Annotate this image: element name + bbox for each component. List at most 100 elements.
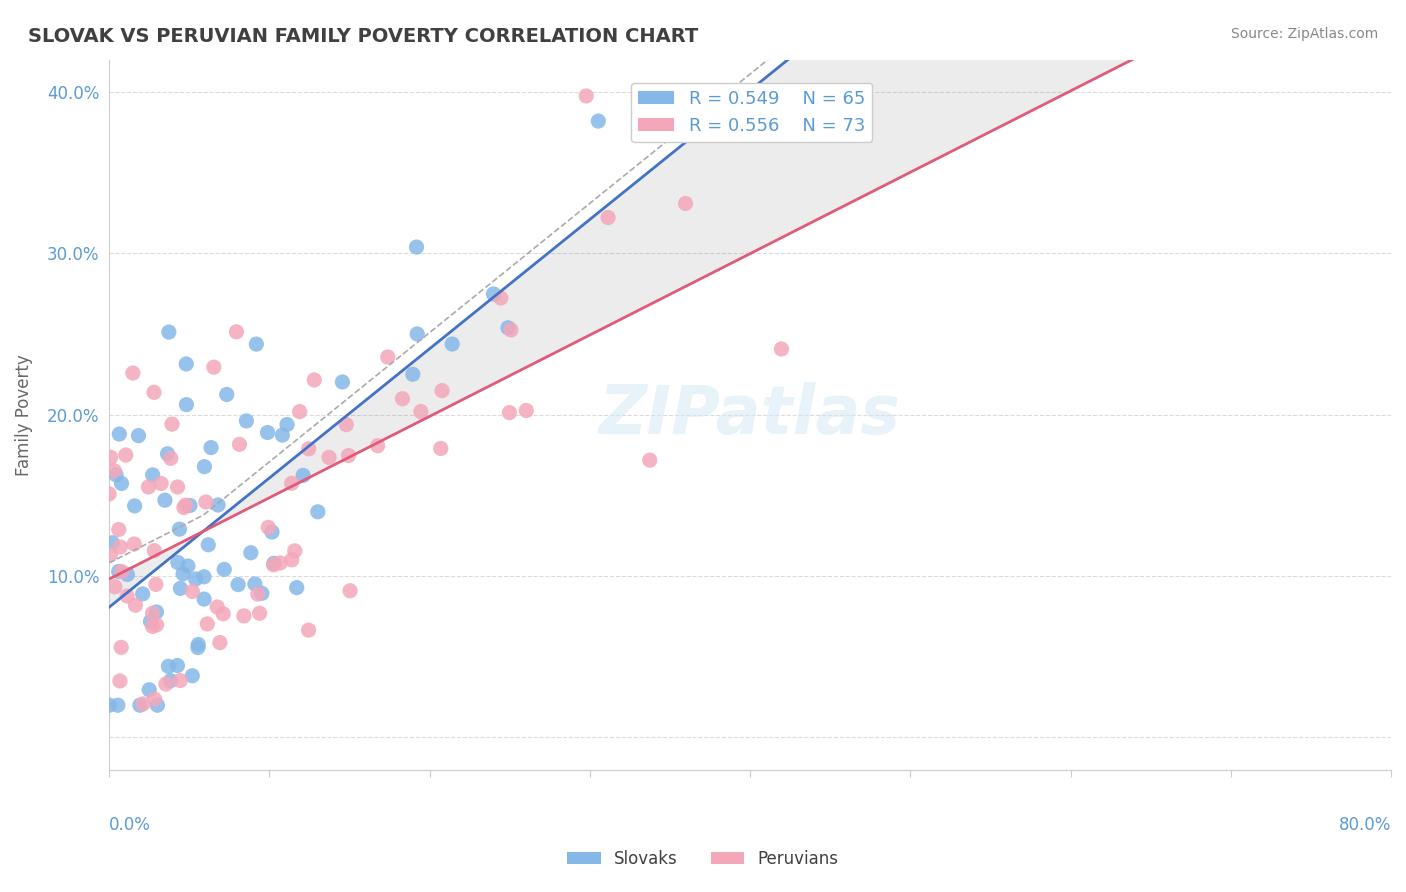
Point	[200, 441, 222, 455]
Point	[124, 598, 146, 612]
Point	[166, 480, 188, 494]
Point	[596, 211, 619, 225]
Text: 80.0%: 80.0%	[1339, 816, 1391, 834]
Point	[367, 439, 389, 453]
Point	[157, 659, 180, 673]
Point	[172, 566, 194, 581]
Point	[285, 581, 308, 595]
Point	[441, 337, 464, 351]
Point	[402, 368, 425, 382]
Point	[110, 476, 132, 491]
Point	[288, 404, 311, 418]
Point	[160, 417, 183, 431]
Point	[575, 89, 598, 103]
Point	[498, 406, 520, 420]
Point	[193, 592, 215, 607]
Point	[153, 493, 176, 508]
Point	[169, 582, 191, 596]
Point	[146, 698, 169, 713]
Point	[260, 524, 283, 539]
Legend: R = 0.549    N = 65, R = 0.556    N = 73: R = 0.549 N = 65, R = 0.556 N = 73	[631, 83, 872, 143]
Point	[482, 287, 505, 301]
Point	[195, 616, 218, 631]
Point	[496, 320, 519, 334]
Point	[108, 427, 131, 442]
Point	[143, 385, 166, 400]
Point	[166, 556, 188, 570]
Point	[132, 697, 155, 711]
Point	[179, 499, 201, 513]
Point	[226, 577, 249, 591]
Point	[111, 565, 134, 579]
Point	[256, 425, 278, 440]
Point	[176, 398, 198, 412]
Point	[107, 565, 129, 579]
Point	[173, 500, 195, 515]
Point	[405, 240, 427, 254]
Point	[246, 587, 269, 601]
Point	[169, 522, 191, 536]
Point	[377, 350, 399, 364]
Point	[208, 635, 231, 649]
Point	[142, 467, 165, 482]
Point	[104, 580, 127, 594]
Point	[489, 291, 512, 305]
Point	[280, 476, 302, 491]
Point	[406, 326, 429, 341]
Point	[307, 505, 329, 519]
Text: ZIPatlas: ZIPatlas	[599, 382, 901, 448]
Point	[271, 428, 294, 442]
Point	[156, 447, 179, 461]
Point	[110, 540, 132, 554]
Point	[184, 572, 207, 586]
Point	[250, 586, 273, 600]
Point	[337, 449, 360, 463]
Point	[430, 442, 453, 456]
Point	[212, 562, 235, 576]
Point	[100, 450, 122, 465]
Point	[181, 669, 204, 683]
Point	[117, 567, 139, 582]
Point	[339, 583, 361, 598]
Point	[115, 589, 138, 603]
Point	[100, 548, 122, 562]
Point	[177, 559, 200, 574]
Point	[276, 417, 298, 432]
Point	[249, 606, 271, 620]
Point	[215, 387, 238, 401]
Point	[155, 677, 177, 691]
Point	[284, 544, 307, 558]
Point	[298, 442, 321, 456]
Point	[202, 360, 225, 375]
Point	[409, 404, 432, 418]
Point	[335, 417, 357, 432]
Point	[98, 487, 121, 501]
Point	[232, 608, 254, 623]
Point	[159, 673, 181, 688]
Point	[193, 459, 215, 474]
Point	[770, 342, 793, 356]
Point	[138, 480, 160, 494]
Point	[207, 498, 229, 512]
Point	[107, 698, 129, 713]
Point	[332, 375, 354, 389]
Point	[143, 543, 166, 558]
Point	[138, 682, 160, 697]
Point	[157, 325, 180, 339]
Point	[297, 623, 319, 637]
Point	[166, 658, 188, 673]
Point	[588, 114, 610, 128]
Point	[193, 570, 215, 584]
Point	[105, 467, 128, 482]
Point	[124, 499, 146, 513]
Point	[145, 617, 167, 632]
Point	[239, 546, 262, 560]
Text: SLOVAK VS PERUVIAN FAMILY POVERTY CORRELATION CHART: SLOVAK VS PERUVIAN FAMILY POVERTY CORREL…	[28, 27, 699, 45]
Point	[122, 537, 145, 551]
Point	[174, 498, 197, 512]
Point	[194, 495, 217, 509]
Point	[181, 584, 204, 599]
Point	[108, 673, 131, 688]
Point	[159, 451, 181, 466]
Point	[122, 366, 145, 380]
